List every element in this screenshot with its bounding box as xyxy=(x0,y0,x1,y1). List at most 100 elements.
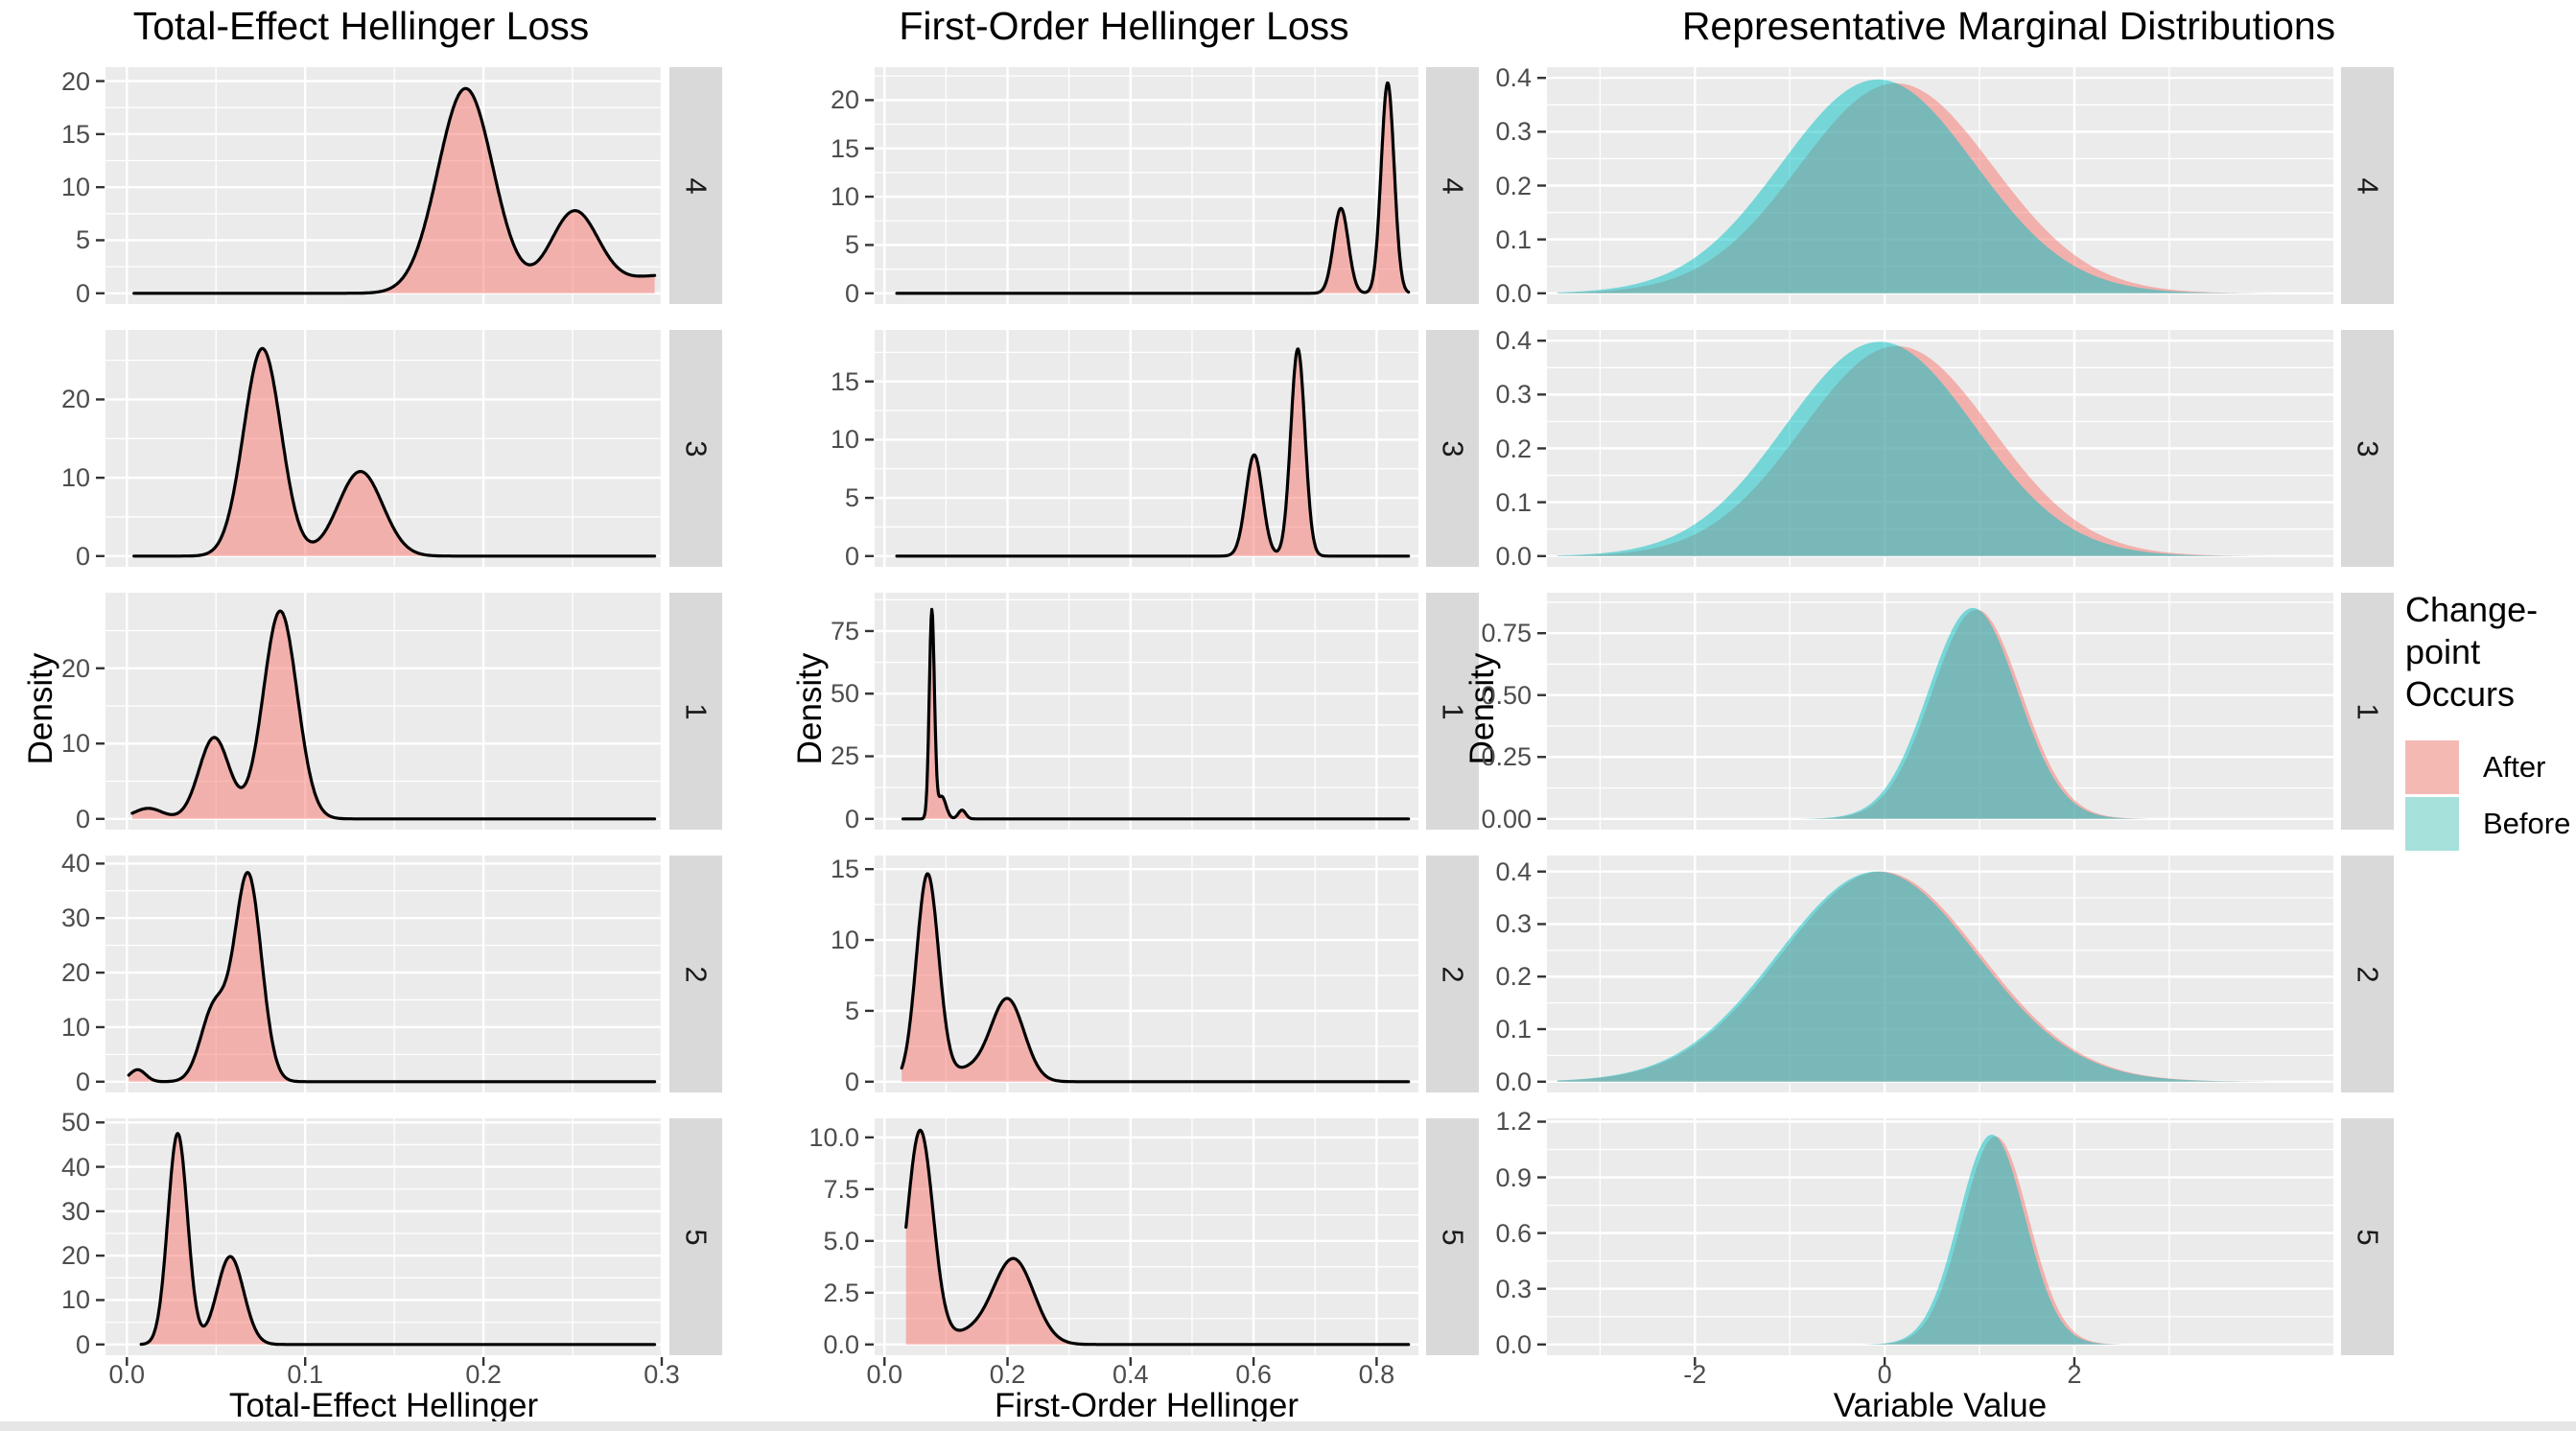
y-tick-label: 0.50 xyxy=(1481,680,1532,710)
density-panel-facet-1 xyxy=(96,593,664,830)
y-tick-label: 5 xyxy=(844,996,859,1025)
y-tick-label: 0 xyxy=(844,278,859,308)
x-tick-label: -2 xyxy=(1683,1360,1707,1389)
facet-strip-label: 5 xyxy=(2351,1228,2385,1246)
facet-strip: 2 xyxy=(1426,856,1479,1092)
facet-strip: 4 xyxy=(1426,67,1479,304)
density-area-before xyxy=(1557,871,2274,1082)
x-tick-label: 0.4 xyxy=(1112,1360,1149,1389)
facet-strip: 5 xyxy=(1426,1118,1479,1355)
y-tick-label: 5.0 xyxy=(823,1226,859,1255)
facet-strip: 4 xyxy=(669,67,722,304)
facet-strip-label: 2 xyxy=(2351,965,2385,983)
facet-strip: 2 xyxy=(669,856,722,1092)
density-outline xyxy=(895,81,1411,295)
y-tick-label: 20 xyxy=(60,958,90,988)
density-panel-facet-2 xyxy=(1537,856,2333,1092)
density-area-before xyxy=(1557,79,2274,293)
y-tick-label: 0.0 xyxy=(823,1329,859,1359)
density-area-after xyxy=(129,872,655,1082)
y-tick-label: 15 xyxy=(830,855,859,884)
facet-strip: 3 xyxy=(2341,330,2394,567)
x-tick-label: 0.0 xyxy=(866,1360,903,1389)
density-outline xyxy=(901,607,1411,821)
facet-strip-label: 2 xyxy=(679,965,714,983)
y-tick-label: 0.1 xyxy=(1495,224,1532,254)
legend-label: Before xyxy=(2483,806,2571,840)
density-panel-facet-4 xyxy=(1537,67,2333,304)
facet-strip-label: 5 xyxy=(679,1228,714,1246)
y-tick-label: 10 xyxy=(830,182,859,212)
y-tick-label: 0.1 xyxy=(1495,1015,1532,1044)
y-tick-label: 0.3 xyxy=(1495,1274,1532,1303)
y-tick-label: 0 xyxy=(75,1067,90,1096)
facet-strip: 3 xyxy=(1426,330,1479,567)
y-tick-label: 10 xyxy=(60,1012,90,1042)
y-tick-label: 15 xyxy=(60,119,90,149)
density-area-after xyxy=(902,874,1409,1082)
y-tick-label: 0.3 xyxy=(1495,380,1532,410)
y-tick-label: 0.0 xyxy=(1495,1329,1532,1359)
density-panel-facet-2 xyxy=(96,856,664,1092)
density-outline xyxy=(132,86,657,295)
y-tick-label: 0.75 xyxy=(1481,619,1532,648)
plot-column-marginal-distributions: Representative Marginal Distributions De… xyxy=(1441,0,2576,1431)
plot-title: Representative Marginal Distributions xyxy=(1681,4,2336,48)
y-tick-label: 30 xyxy=(60,903,90,933)
plot-title: First-Order Hellinger Loss xyxy=(899,4,1349,48)
plot-column-first-order: First-Order Hellinger Loss Density First… xyxy=(769,0,1479,1431)
facet-strip: 4 xyxy=(2341,67,2394,304)
plot-title: Total-Effect Hellinger Loss xyxy=(132,4,590,48)
facet-strip-label: 1 xyxy=(2351,702,2385,720)
y-tick-label: 0.3 xyxy=(1495,909,1532,939)
y-tick-label: 1.2 xyxy=(1495,1107,1532,1137)
y-tick-label: 20 xyxy=(60,653,90,683)
legend-title: Change-point Occurs xyxy=(2405,589,2576,716)
y-tick-label: 7.5 xyxy=(823,1174,859,1204)
y-tick-label: 0 xyxy=(75,1329,90,1359)
y-tick-label: 0.00 xyxy=(1481,804,1532,833)
legend-swatch-before xyxy=(2405,796,2459,851)
y-tick-label: 5 xyxy=(75,225,90,255)
y-tick-label: 0.0 xyxy=(1495,1067,1532,1096)
density-panel-facet-3 xyxy=(96,330,664,567)
y-tick-label: 0 xyxy=(75,804,90,833)
y-tick-label: 0.9 xyxy=(1495,1162,1532,1192)
y-tick-label: 10 xyxy=(60,463,90,493)
legend: Change-point Occurs After Before xyxy=(2405,589,2576,854)
facet-strip: 5 xyxy=(2341,1118,2394,1355)
y-tick-label: 10 xyxy=(60,1285,90,1315)
y-tick-label: 10.0 xyxy=(808,1122,859,1152)
y-tick-label: 15 xyxy=(830,366,859,396)
density-outline xyxy=(130,609,657,821)
y-tick-label: 0 xyxy=(75,541,90,571)
facet-strip-label: 3 xyxy=(679,439,714,457)
legend-title-line1: Change-point xyxy=(2405,590,2539,671)
density-area-after xyxy=(141,1133,655,1345)
y-tick-label: 0.4 xyxy=(1495,63,1532,93)
facet-strip: 1 xyxy=(669,593,722,830)
y-tick-label: 0.2 xyxy=(1495,962,1532,992)
density-panel-facet-5 xyxy=(1537,1118,2333,1366)
y-tick-label: 20 xyxy=(830,85,859,115)
x-axis-title: Total-Effect Hellinger xyxy=(228,1387,539,1424)
y-tick-label: 40 xyxy=(60,849,90,879)
y-tick-label: 2.5 xyxy=(823,1278,859,1307)
y-tick-label: 0.25 xyxy=(1481,742,1532,772)
y-tick-label: 0.6 xyxy=(1495,1218,1532,1248)
legend-entries: After Before xyxy=(2405,739,2576,851)
y-tick-label: 50 xyxy=(830,679,859,709)
density-area-after xyxy=(131,611,655,819)
density-outline xyxy=(900,872,1411,1084)
x-tick-label: 0.3 xyxy=(644,1360,680,1389)
y-tick-label: 20 xyxy=(60,1241,90,1271)
density-outline xyxy=(127,871,657,1084)
density-panel-facet-5 xyxy=(96,1118,664,1366)
y-tick-label: 0.2 xyxy=(1495,434,1532,463)
density-panel-facet-1 xyxy=(865,593,1418,830)
y-tick-label: 10 xyxy=(830,425,859,455)
density-outline xyxy=(132,346,657,558)
x-axis-title: First-Order Hellinger xyxy=(995,1387,1299,1424)
density-panel-facet-3 xyxy=(1537,330,2333,567)
